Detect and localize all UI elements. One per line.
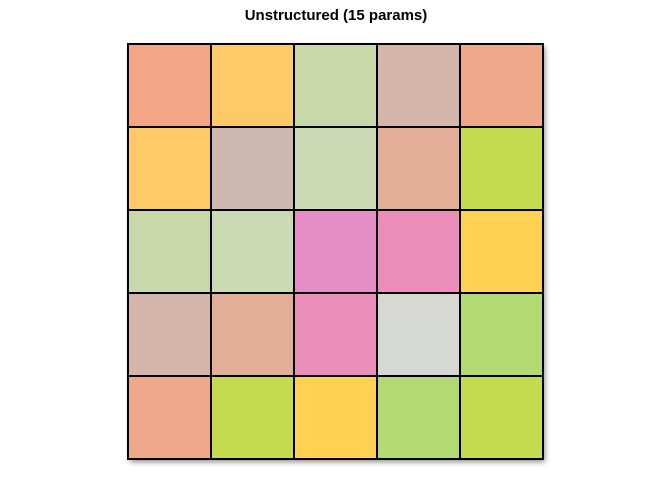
heatmap-cell-r5-c4 (376, 375, 461, 460)
heatmap-cells (127, 43, 544, 460)
heatmap-cell-r4-c4 (376, 292, 461, 377)
heatmap-cell-r4-c5 (459, 292, 544, 377)
heatmap-cell-r1-c3 (293, 43, 378, 128)
heatmap-cell-r3-c3 (293, 209, 378, 294)
heatmap-cell-r1-c2 (210, 43, 295, 128)
heatmap-cell-r2-c1 (127, 126, 212, 211)
heatmap-cell-r3-c1 (127, 209, 212, 294)
heatmap-cell-r5-c2 (210, 375, 295, 460)
heatmap-cell-r3-c4 (376, 209, 461, 294)
heatmap-cell-r3-c5 (459, 209, 544, 294)
heatmap-cell-r1-c5 (459, 43, 544, 128)
heatmap-cell-r4-c3 (293, 292, 378, 377)
heatmap-cell-r4-c1 (127, 292, 212, 377)
chart-title: Unstructured (15 params) (244, 7, 428, 24)
heatmap-cell-r2-c4 (376, 126, 461, 211)
heatmap-cell-r3-c2 (210, 209, 295, 294)
heatmap-cell-r2-c5 (459, 126, 544, 211)
heatmap-cell-r4-c2 (210, 292, 295, 377)
heatmap-cell-r5-c3 (293, 375, 378, 460)
heatmap-cell-r5-c5 (459, 375, 544, 460)
heatmap-cell-r1-c1 (127, 43, 212, 128)
heatmap-cell-r5-c1 (127, 375, 212, 460)
heatmap-cell-r2-c3 (293, 126, 378, 211)
heatmap-cell-r2-c2 (210, 126, 295, 211)
heatmap-cell-r1-c4 (376, 43, 461, 128)
